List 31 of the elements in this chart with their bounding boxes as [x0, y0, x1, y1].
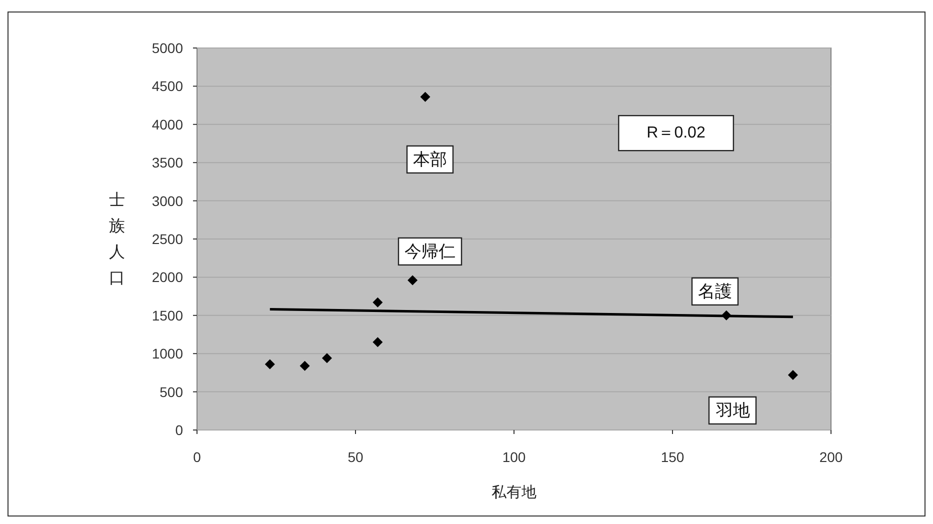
y-tick-label: 0	[175, 422, 184, 438]
point	[372, 297, 383, 308]
y-tick-label: 2000	[152, 269, 184, 286]
y-tick-label: 1000	[152, 346, 184, 362]
x-tick-label: 100	[502, 449, 526, 465]
annotation: 名護	[698, 282, 732, 301]
x-tick-label: 0	[193, 449, 202, 465]
point	[300, 360, 310, 371]
y-tick-label: 1500	[152, 307, 184, 324]
point	[322, 353, 332, 364]
annotation: 今帰仁	[404, 242, 456, 261]
annotation: 本部	[413, 150, 447, 169]
point	[420, 92, 430, 102]
y-tick-label: 500	[160, 384, 184, 400]
x-tick-label: 50	[348, 449, 364, 465]
y-axis-title: 士族人口	[109, 191, 125, 287]
x-tick-label: 200	[819, 449, 843, 465]
annotation: 羽地	[715, 400, 750, 420]
y-tick-label: 3500	[152, 154, 184, 171]
y-tick-label: 2500	[152, 231, 184, 247]
y-tick-label: 4000	[152, 116, 184, 132]
x-tick-label: 150	[660, 449, 684, 465]
point	[408, 275, 418, 286]
y-tick-label: 5000	[152, 40, 184, 56]
point	[264, 359, 275, 370]
point	[372, 337, 383, 348]
annotation: R＝0.02	[646, 124, 706, 142]
y-tick-label: 3000	[152, 192, 184, 209]
point	[788, 370, 798, 380]
y-tick-label: 4500	[152, 78, 184, 94]
x-axis-title: 私有地	[492, 484, 536, 501]
